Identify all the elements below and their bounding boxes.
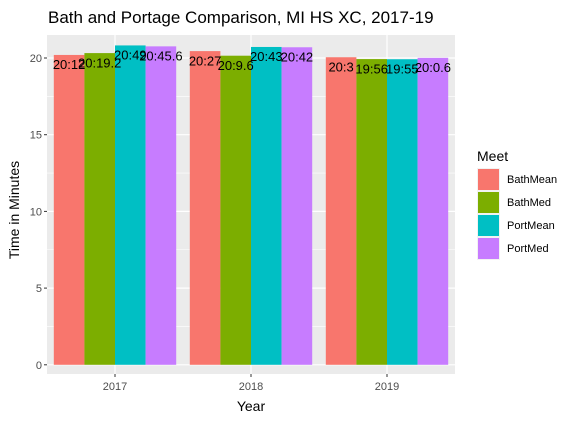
legend-swatch-BathMed	[478, 192, 499, 213]
data-label: 20:49	[114, 48, 147, 63]
x-tick-label: 2017	[103, 381, 127, 393]
x-tick-label: 2018	[239, 381, 263, 393]
bar-PortMean-2018	[251, 46, 282, 365]
legend: Meet BathMean BathMed PortMean PortMed	[477, 148, 557, 260]
y-tick-label: 0	[36, 360, 42, 372]
y-tick-label: 10	[30, 206, 42, 218]
bar-BathMed-2019	[356, 59, 387, 365]
legend-label: BathMean	[507, 174, 557, 186]
x-axis-title: Year	[237, 398, 266, 414]
bar-PortMean-2017	[115, 45, 146, 365]
bars	[53, 45, 449, 365]
data-label: 20:45.6	[139, 49, 182, 64]
bar-PortMed-2019	[417, 57, 449, 365]
legend-swatch-PortMean	[478, 215, 499, 236]
bar-BathMean-2018	[189, 51, 221, 365]
bar-PortMed-2018	[281, 47, 313, 365]
bar-BathMed-2018	[220, 55, 251, 365]
data-label: 19:55	[386, 61, 419, 76]
bar-BathMean-2019	[325, 57, 357, 365]
legend-swatch-PortMed	[478, 238, 499, 259]
legend-label: BathMed	[507, 197, 551, 209]
bar-BathMed-2017	[84, 53, 115, 365]
x-axis: 2017 2018 2019	[103, 374, 399, 393]
legend-title: Meet	[477, 148, 508, 164]
chart-title: Bath and Portage Comparison, MI HS XC, 2…	[48, 8, 434, 27]
data-label: 19:56	[355, 61, 388, 76]
y-tick-label: 20	[30, 53, 42, 65]
legend-label: PortMean	[507, 220, 555, 232]
data-label: 20:27	[189, 53, 222, 68]
data-label: 20:19.2	[78, 55, 121, 70]
bar-BathMean-2017	[53, 54, 85, 365]
y-tick-label: 15	[30, 130, 42, 142]
x-tick-label: 2019	[375, 381, 399, 393]
data-label: 20:0.6	[415, 60, 451, 75]
bar-PortMean-2019	[387, 59, 418, 365]
y-tick-label: 5	[36, 283, 42, 295]
data-label: 20:9.6	[218, 58, 254, 73]
bar-PortMed-2017	[145, 46, 177, 365]
data-label: 20:43	[250, 49, 283, 64]
legend-swatch-BathMean	[478, 169, 499, 190]
y-axis-title: Time in Minutes	[6, 161, 22, 259]
data-label: 20:42	[281, 49, 314, 64]
data-label: 20:12	[53, 57, 86, 72]
legend-label: PortMed	[507, 243, 549, 255]
data-label: 20:3	[328, 59, 353, 74]
y-axis: 0 5 10 15 20	[30, 53, 47, 372]
